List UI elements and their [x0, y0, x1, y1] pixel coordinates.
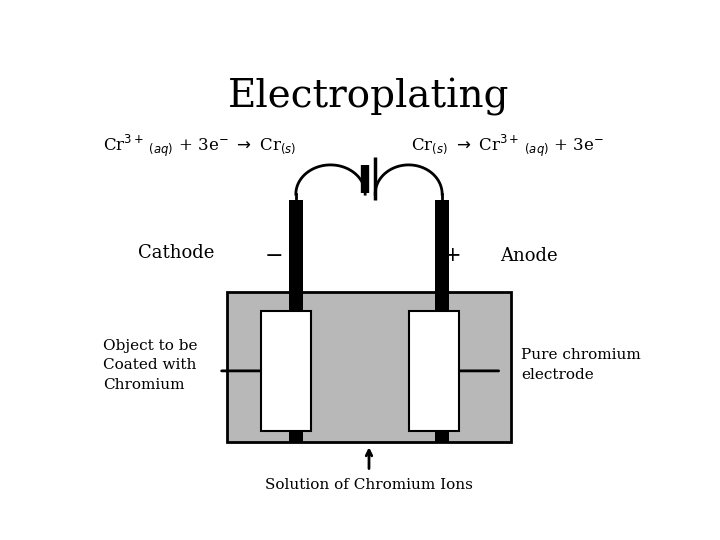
Bar [261, 311, 311, 430]
Bar [227, 292, 511, 442]
Text: Cr$^{3+}$$\,_{(aq)}$ + 3e$^{-}$ $\rightarrow$ Cr$_{(s)}$: Cr$^{3+}$$\,_{(aq)}$ + 3e$^{-}$ $\righta… [104, 132, 297, 159]
Text: Pure chromium
electrode: Pure chromium electrode [521, 348, 642, 382]
Bar [289, 200, 303, 442]
Text: Electroplating: Electroplating [228, 78, 510, 116]
Text: Cathode: Cathode [138, 245, 215, 262]
Text: −: − [265, 245, 284, 267]
Text: Anode: Anode [500, 247, 557, 265]
Text: +: + [444, 246, 461, 265]
Text: Cr$_{(s)}$ $\rightarrow$ Cr$^{3+}$$\,_{(aq)}$ + 3e$^{-}$: Cr$_{(s)}$ $\rightarrow$ Cr$^{3+}$$\,_{(… [411, 132, 604, 159]
Text: Object to be
Coated with
Chromium: Object to be Coated with Chromium [104, 339, 198, 392]
Bar [435, 200, 449, 442]
Bar [409, 311, 459, 430]
Text: Solution of Chromium Ions: Solution of Chromium Ions [265, 478, 473, 492]
